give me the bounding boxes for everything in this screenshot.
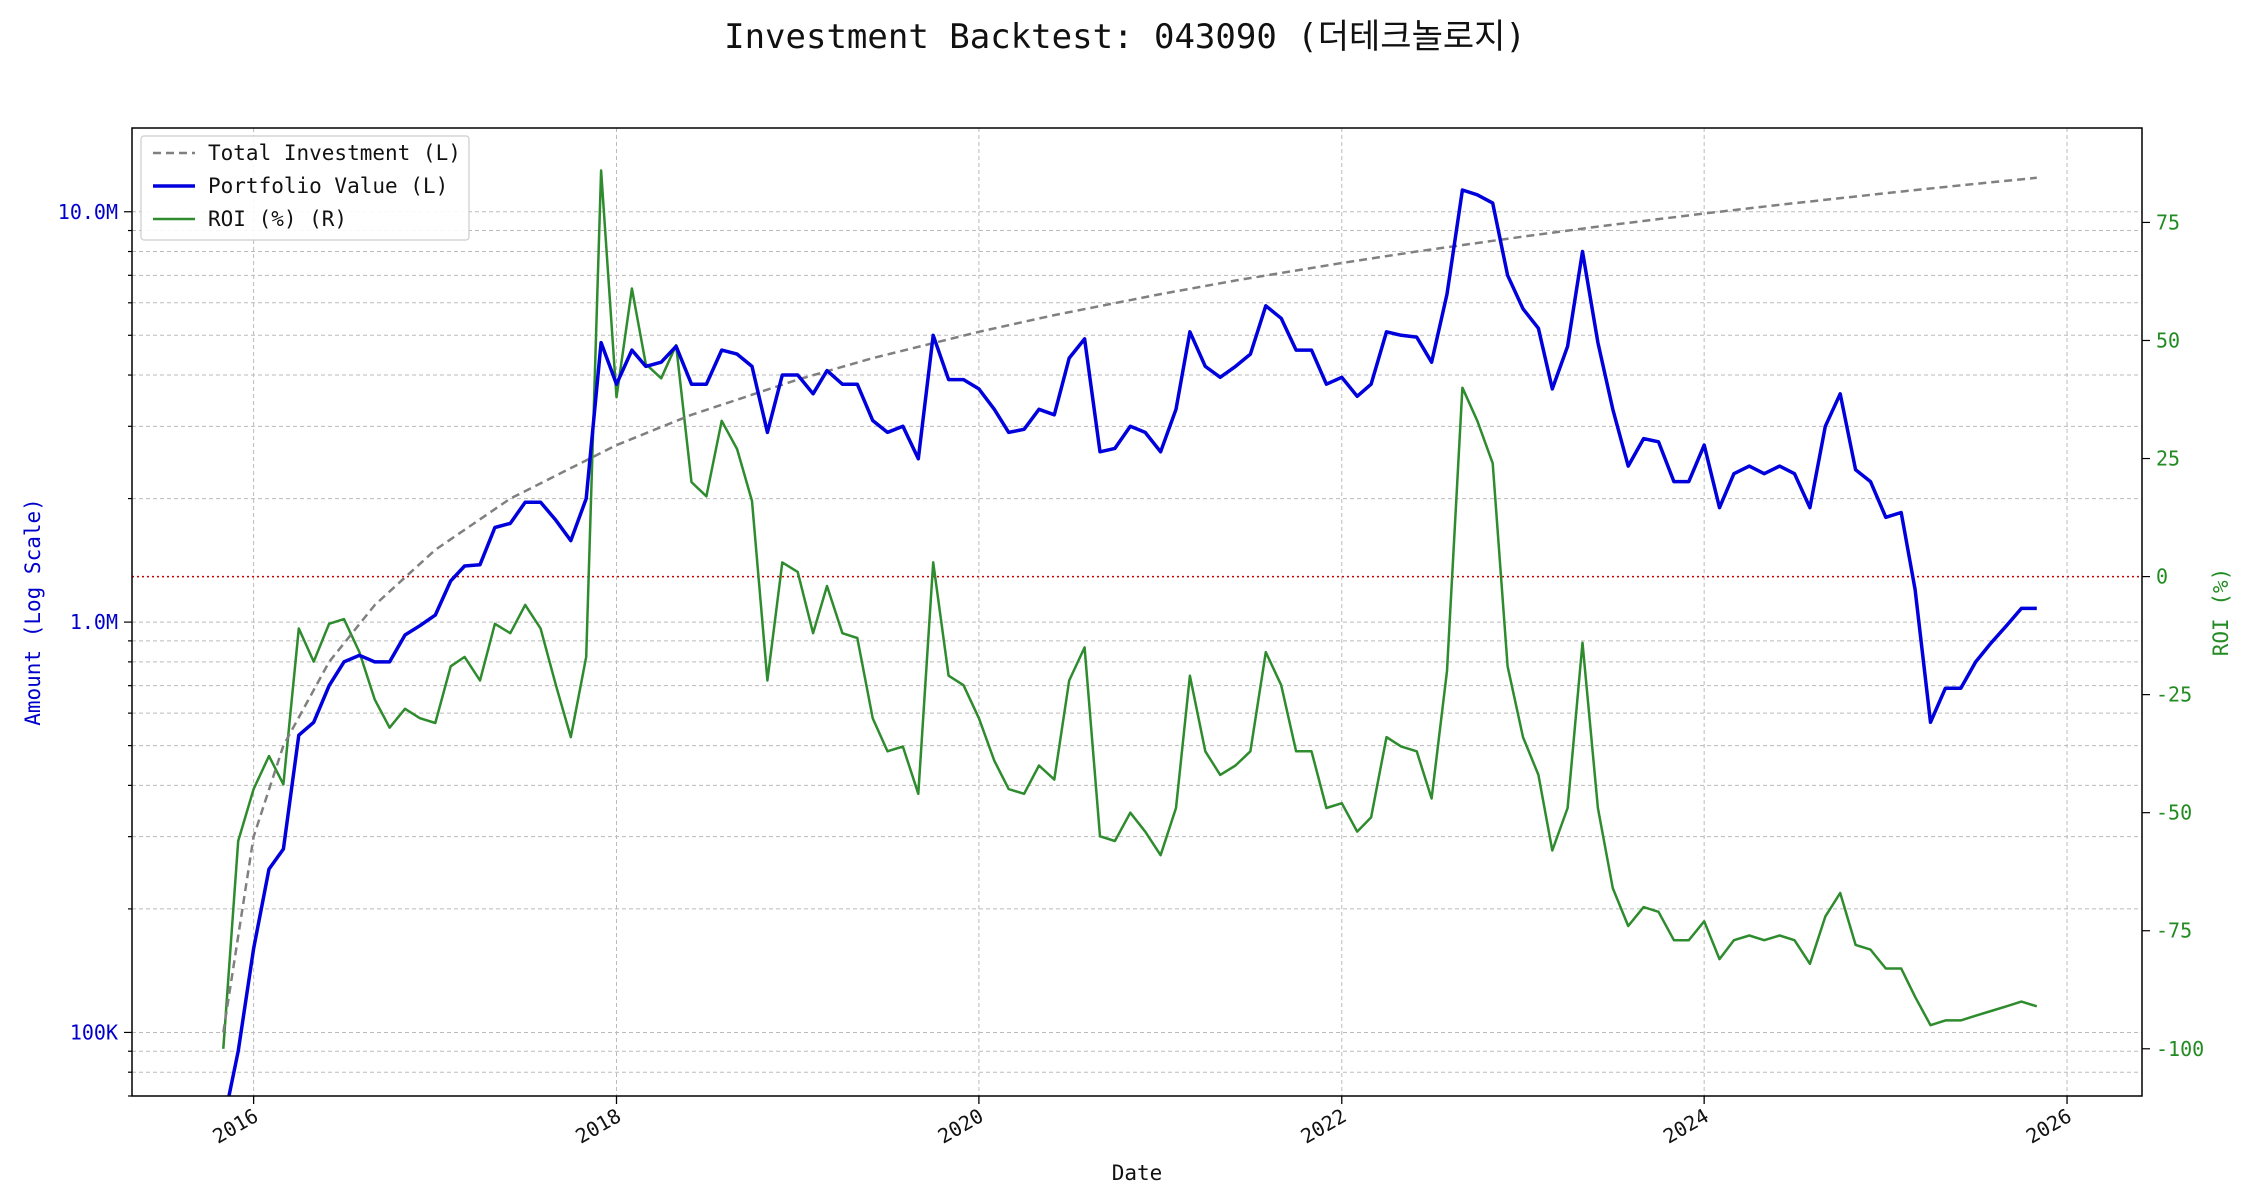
left-tick-label: 100K (70, 1020, 118, 1044)
legend-label-investment: Total Investment (L) (208, 141, 461, 165)
right-tick-label: 0 (2156, 565, 2168, 589)
grid-lines (132, 128, 2142, 1097)
right-tick-label: 75 (2156, 210, 2180, 234)
right-tick-label: -25 (2156, 683, 2192, 707)
right-tick-label: 50 (2156, 328, 2180, 352)
left-axis-ticks: 100K 1.0M 10.0M (58, 200, 132, 1097)
x-tick-label: 2020 (934, 1104, 988, 1149)
x-tick-label: 2022 (1297, 1104, 1351, 1149)
x-tick-label: 2026 (2022, 1104, 2076, 1149)
series-line-investment (222, 176, 2037, 1033)
x-tick-label: 2024 (1659, 1104, 1713, 1149)
legend-label-portfolio: Portfolio Value (L) (208, 174, 448, 198)
left-axis-label: Amount (Log Scale) (21, 498, 45, 726)
x-tick-label: 2016 (208, 1104, 262, 1149)
chart-title: Investment Backtest: 043090 (더테크놀로지) (724, 17, 1526, 57)
legend-label-roi: ROI (%) (R) (208, 207, 347, 231)
x-axis-ticks: 2016 2018 2020 2022 2024 2026 (208, 1096, 2076, 1149)
right-tick-label: -100 (2156, 1037, 2204, 1061)
left-tick-label: 10.0M (58, 200, 118, 224)
series-lines (222, 169, 2038, 1096)
legend: Total Investment (L) Portfolio Value (L)… (140, 135, 470, 241)
series-line-roi (222, 169, 2038, 1049)
plot-frame (131, 127, 2143, 1097)
x-tick-label: 2018 (571, 1104, 625, 1149)
series-line-portfolio (227, 188, 2037, 1096)
right-tick-label: -50 (2156, 801, 2192, 825)
right-axis-ticks: -100 -75 -50 -25 0 25 50 75 (2142, 210, 2204, 1061)
right-axis-label: ROI (%) (2209, 568, 2233, 657)
legend-box (140, 135, 470, 241)
right-tick-label: -75 (2156, 919, 2192, 943)
left-tick-label: 1.0M (70, 610, 118, 634)
x-axis-label: Date (1112, 1161, 1163, 1185)
right-tick-label: 25 (2156, 447, 2180, 471)
